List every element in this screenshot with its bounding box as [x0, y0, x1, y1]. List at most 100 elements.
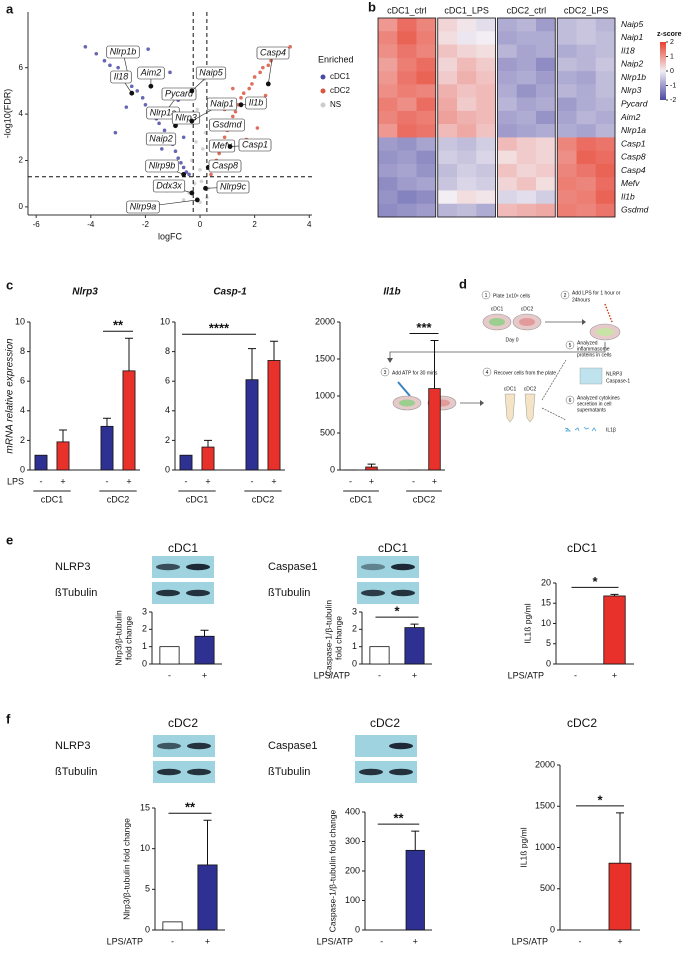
x-tick-label: + — [126, 476, 131, 486]
point — [239, 96, 243, 100]
point — [160, 147, 164, 151]
gene-label: Casp4 — [260, 47, 286, 57]
error-bar — [103, 418, 111, 426]
blot-band — [187, 743, 211, 749]
gene-label: Naip5 — [199, 67, 224, 77]
row-label: Casp1 — [621, 138, 646, 148]
blot-label: ßTubulin — [268, 766, 310, 778]
y-tick-label: 0 — [546, 658, 551, 668]
x-tick-label: - — [378, 670, 381, 680]
heat-cell — [397, 58, 417, 72]
heat-cell — [536, 45, 556, 59]
heat-cell — [596, 190, 616, 204]
panel-letter: b — [368, 0, 376, 14]
y-tick-label: 3 — [352, 606, 357, 616]
x-tick-label: -4 — [87, 220, 95, 229]
gene-label: Pycard — [165, 88, 194, 98]
x-tick-label: + — [432, 476, 437, 486]
heat-cell — [536, 84, 556, 98]
x-tick-label: + — [202, 670, 207, 680]
y-axis-label: fold change — [123, 616, 133, 660]
tube — [505, 394, 515, 422]
x-tick-label: + — [612, 670, 617, 680]
row-label: Aim2 — [620, 112, 641, 122]
point — [231, 87, 235, 91]
heat-cell — [596, 164, 616, 178]
group-label: cDC1 — [41, 494, 64, 504]
heat-cell — [457, 84, 477, 98]
gene-label: Nlrp1b — [110, 46, 137, 56]
x-tick-label: -6 — [33, 220, 41, 229]
heat-cell — [457, 58, 477, 72]
dish-label: cDC2 — [521, 306, 534, 312]
gene-label: Nlrp9c — [220, 181, 247, 191]
arrow — [542, 408, 566, 420]
heat-cell — [417, 45, 437, 59]
heat-cell — [397, 164, 417, 178]
y-tick-label: 1500 — [535, 801, 555, 811]
y-tick-label: 0 — [145, 924, 150, 934]
cells — [519, 318, 535, 326]
point — [196, 108, 200, 112]
heat-cell — [417, 177, 437, 191]
blot-band — [361, 590, 385, 596]
heat-cell — [517, 151, 537, 165]
step-text: Recover cells from the plate — [494, 370, 556, 376]
x-tick-label: + — [369, 476, 374, 486]
heat-cell — [517, 58, 537, 72]
chart-title: cDC2 — [370, 716, 400, 730]
heat-cell — [378, 204, 398, 218]
heat-cell — [536, 137, 556, 151]
row-label: Casp8 — [621, 152, 646, 162]
point — [256, 126, 260, 130]
heat-cell — [457, 124, 477, 138]
point — [200, 180, 204, 184]
heat-cell — [397, 204, 417, 218]
point — [231, 115, 235, 119]
chart-title: cDC1 — [378, 541, 408, 555]
heat-cell — [438, 204, 458, 218]
chart-title: cDC2 — [567, 716, 597, 730]
colorbar-tick-label: -2 — [670, 97, 676, 104]
y-axis-label: -log10(FDR) — [2, 89, 12, 139]
point — [209, 173, 213, 177]
cytokine-icons — [565, 427, 596, 431]
step-text: supernatants — [577, 407, 606, 413]
x-tick-label: -2 — [142, 220, 150, 229]
heat-cell — [577, 18, 597, 32]
heat-cell — [417, 58, 437, 72]
heat-cell — [397, 137, 417, 151]
error-bar — [616, 813, 624, 863]
heat-cell — [438, 124, 458, 138]
heat-cell — [498, 137, 518, 151]
protein-label: Caspase-1 — [606, 378, 630, 384]
y-tick-label: 100 — [345, 895, 360, 905]
row-label: Nlrp1b — [621, 72, 646, 82]
chart-title: Il1b — [383, 287, 400, 298]
y-tick-label: 0 — [550, 924, 555, 934]
point — [125, 105, 129, 109]
heat-cell — [498, 151, 518, 165]
point — [182, 198, 186, 202]
dish-label: cDC1 — [491, 306, 504, 312]
gene-label: Il18 — [114, 71, 129, 81]
heat-cell — [498, 124, 518, 138]
point — [234, 110, 238, 114]
heat-cell — [417, 111, 437, 125]
panel-letter: c — [6, 277, 13, 292]
heat-cell — [557, 31, 577, 45]
error-bar — [411, 831, 419, 850]
heat-cell — [577, 164, 597, 178]
point — [103, 59, 107, 63]
blot-label: Caspase1 — [268, 740, 318, 752]
y-tick-label: 400 — [345, 806, 360, 816]
colorbar-tick-label: -1 — [670, 82, 676, 89]
heat-cell — [378, 98, 398, 112]
y-tick-label: 1 — [142, 641, 147, 651]
heat-cell — [476, 111, 496, 125]
gene-label: Casp8 — [212, 160, 238, 170]
y-tick-label: 10 — [140, 843, 150, 853]
arrow-head — [387, 358, 393, 363]
blot-band — [186, 590, 210, 596]
x-tick-label: - — [349, 476, 352, 486]
